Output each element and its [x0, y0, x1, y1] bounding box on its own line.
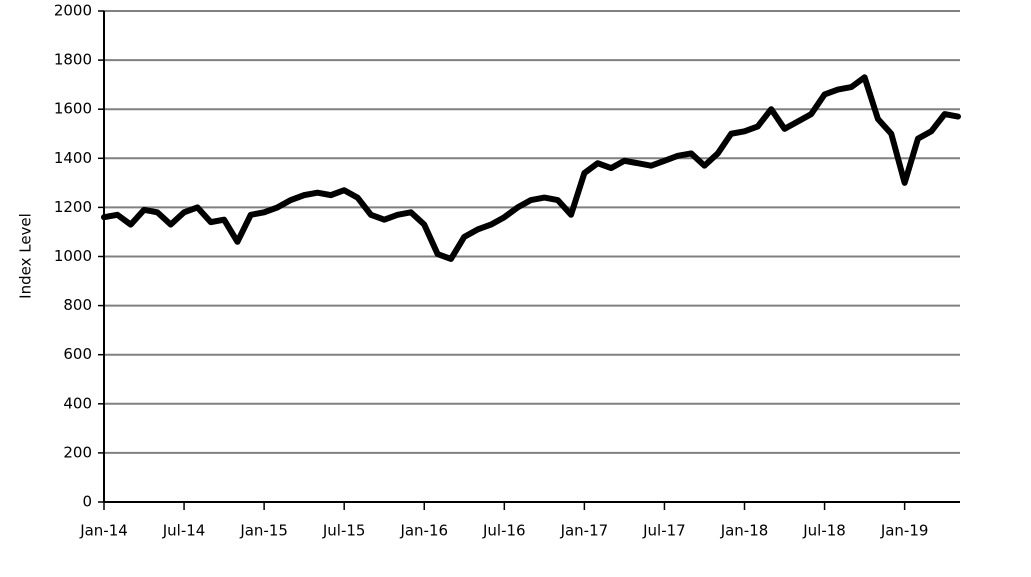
y-tick-label: 400	[63, 394, 92, 412]
x-tick-label: Jul-17	[642, 522, 686, 540]
y-tick-label: 1400	[54, 149, 92, 167]
y-axis-label: Index Level	[17, 213, 35, 299]
x-tick-label: Jan-19	[880, 522, 929, 540]
x-tick-label: Jan-14	[79, 522, 128, 540]
y-tick-label: 2000	[54, 2, 92, 20]
data-line	[101, 74, 961, 262]
y-tick-label: 1200	[54, 198, 92, 216]
x-tick-label: Jan-17	[560, 522, 609, 540]
y-tick-label: 200	[63, 443, 92, 461]
x-tick-label: Jan-15	[239, 522, 288, 540]
y-tick-label: 800	[63, 296, 92, 314]
y-tick-label: 1800	[54, 51, 92, 69]
x-tick-label: Jul-14	[162, 522, 206, 540]
x-tick-label: Jul-18	[802, 522, 846, 540]
y-tick-label: 600	[63, 345, 92, 363]
x-tick-label: Jul-16	[482, 522, 526, 540]
x-tick-label: Jan-18	[720, 522, 769, 540]
y-tick-label: 0	[82, 493, 92, 511]
x-tick-label: Jul-15	[322, 522, 366, 540]
x-tick-label: Jan-16	[399, 522, 448, 540]
y-tick-label: 1000	[54, 247, 92, 265]
y-tick-label: 1600	[54, 100, 92, 118]
